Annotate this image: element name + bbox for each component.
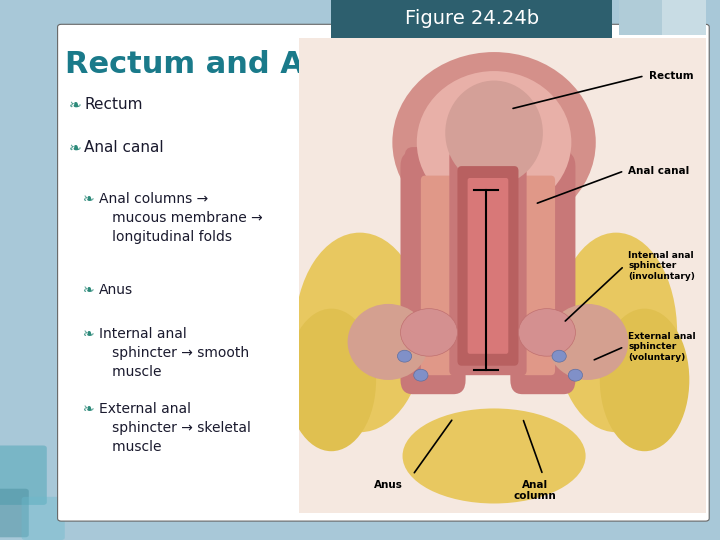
- FancyBboxPatch shape: [0, 489, 29, 537]
- FancyBboxPatch shape: [22, 497, 65, 540]
- Ellipse shape: [402, 408, 585, 503]
- FancyBboxPatch shape: [467, 178, 508, 354]
- FancyBboxPatch shape: [449, 152, 526, 375]
- Ellipse shape: [287, 309, 376, 451]
- Text: ❧: ❧: [68, 97, 81, 112]
- FancyBboxPatch shape: [405, 147, 572, 261]
- Ellipse shape: [414, 369, 428, 381]
- Text: Frontal section of anal canal: Frontal section of anal canal: [385, 501, 608, 515]
- Ellipse shape: [294, 233, 425, 432]
- Ellipse shape: [600, 309, 689, 451]
- Ellipse shape: [417, 71, 572, 214]
- FancyBboxPatch shape: [523, 176, 555, 375]
- Text: Anal
column: Anal column: [513, 480, 556, 501]
- FancyBboxPatch shape: [662, 0, 706, 35]
- Text: Anal canal: Anal canal: [629, 166, 690, 176]
- FancyBboxPatch shape: [331, 0, 612, 38]
- Text: ❧: ❧: [68, 140, 81, 156]
- Text: Internal anal
sphincter
(involuntary): Internal anal sphincter (involuntary): [629, 251, 696, 281]
- Ellipse shape: [348, 304, 429, 380]
- Ellipse shape: [397, 350, 412, 362]
- Ellipse shape: [400, 309, 457, 356]
- Text: External anal
   sphincter → skeletal
   muscle: External anal sphincter → skeletal muscl…: [99, 402, 251, 454]
- Text: ❧: ❧: [83, 284, 94, 298]
- Ellipse shape: [555, 233, 677, 432]
- Text: Anus: Anus: [374, 480, 402, 490]
- FancyBboxPatch shape: [58, 24, 709, 521]
- FancyBboxPatch shape: [420, 176, 454, 375]
- Text: ❧: ❧: [83, 327, 94, 341]
- Text: External anal
sphincter
(voluntary): External anal sphincter (voluntary): [629, 332, 696, 362]
- Text: Rectum: Rectum: [649, 71, 693, 81]
- FancyBboxPatch shape: [510, 152, 575, 394]
- Text: Figure 24.24b: Figure 24.24b: [405, 9, 539, 29]
- FancyBboxPatch shape: [457, 166, 518, 366]
- FancyBboxPatch shape: [400, 152, 466, 394]
- Text: Anal columns →
   mucous membrane →
   longitudinal folds: Anal columns → mucous membrane → longitu…: [99, 192, 262, 244]
- Ellipse shape: [518, 309, 575, 356]
- Ellipse shape: [547, 304, 629, 380]
- Ellipse shape: [392, 52, 595, 233]
- Ellipse shape: [552, 350, 566, 362]
- Ellipse shape: [445, 80, 543, 185]
- FancyBboxPatch shape: [619, 0, 677, 35]
- Text: Anal canal: Anal canal: [84, 140, 164, 156]
- Text: ❧: ❧: [83, 402, 94, 416]
- Text: Rectum: Rectum: [84, 97, 143, 112]
- Text: Anus: Anus: [99, 284, 132, 298]
- Text: ❧: ❧: [83, 192, 94, 206]
- Ellipse shape: [568, 369, 582, 381]
- FancyBboxPatch shape: [0, 446, 47, 505]
- Text: Rectum and Anus: Rectum and Anus: [65, 50, 365, 79]
- Text: Internal anal
   sphincter → smooth
   muscle: Internal anal sphincter → smooth muscle: [99, 327, 249, 379]
